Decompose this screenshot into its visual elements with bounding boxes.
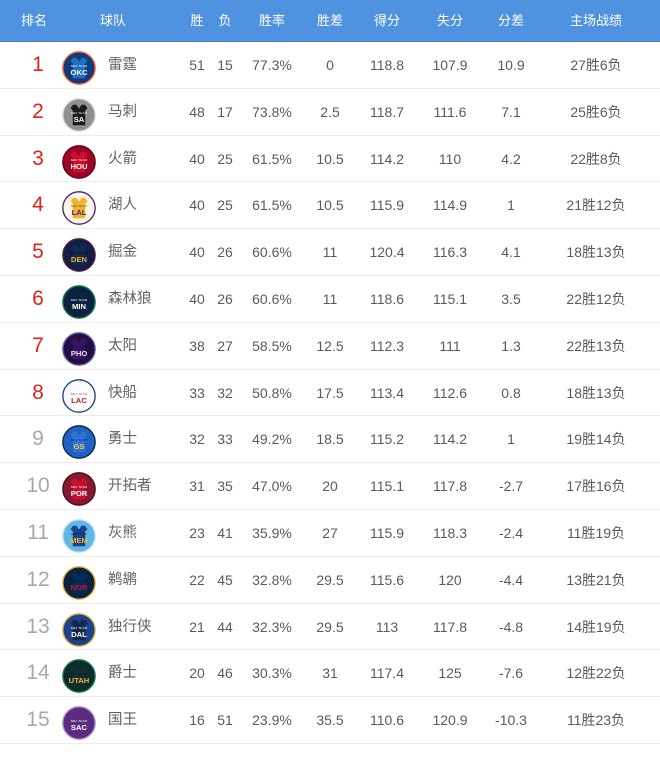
svg-text:OKC: OKC — [71, 68, 88, 77]
svg-text:HOU: HOU — [71, 162, 88, 171]
svg-text:LAL: LAL — [72, 208, 87, 217]
svg-text:MEM: MEM — [70, 536, 88, 545]
svg-text:SA: SA — [74, 115, 85, 124]
svg-text:POR: POR — [71, 489, 88, 498]
svg-text:NOR: NOR — [71, 583, 88, 592]
svg-text:DEN: DEN — [71, 255, 87, 264]
svg-text:SAC: SAC — [71, 723, 88, 732]
svg-text:MIN: MIN — [72, 302, 86, 311]
svg-text:GS: GS — [73, 442, 84, 451]
svg-text:LAC: LAC — [71, 396, 87, 405]
svg-text:UTAH: UTAH — [69, 676, 90, 685]
svg-text:DAL: DAL — [71, 630, 87, 639]
svg-text:PHO: PHO — [71, 349, 88, 358]
